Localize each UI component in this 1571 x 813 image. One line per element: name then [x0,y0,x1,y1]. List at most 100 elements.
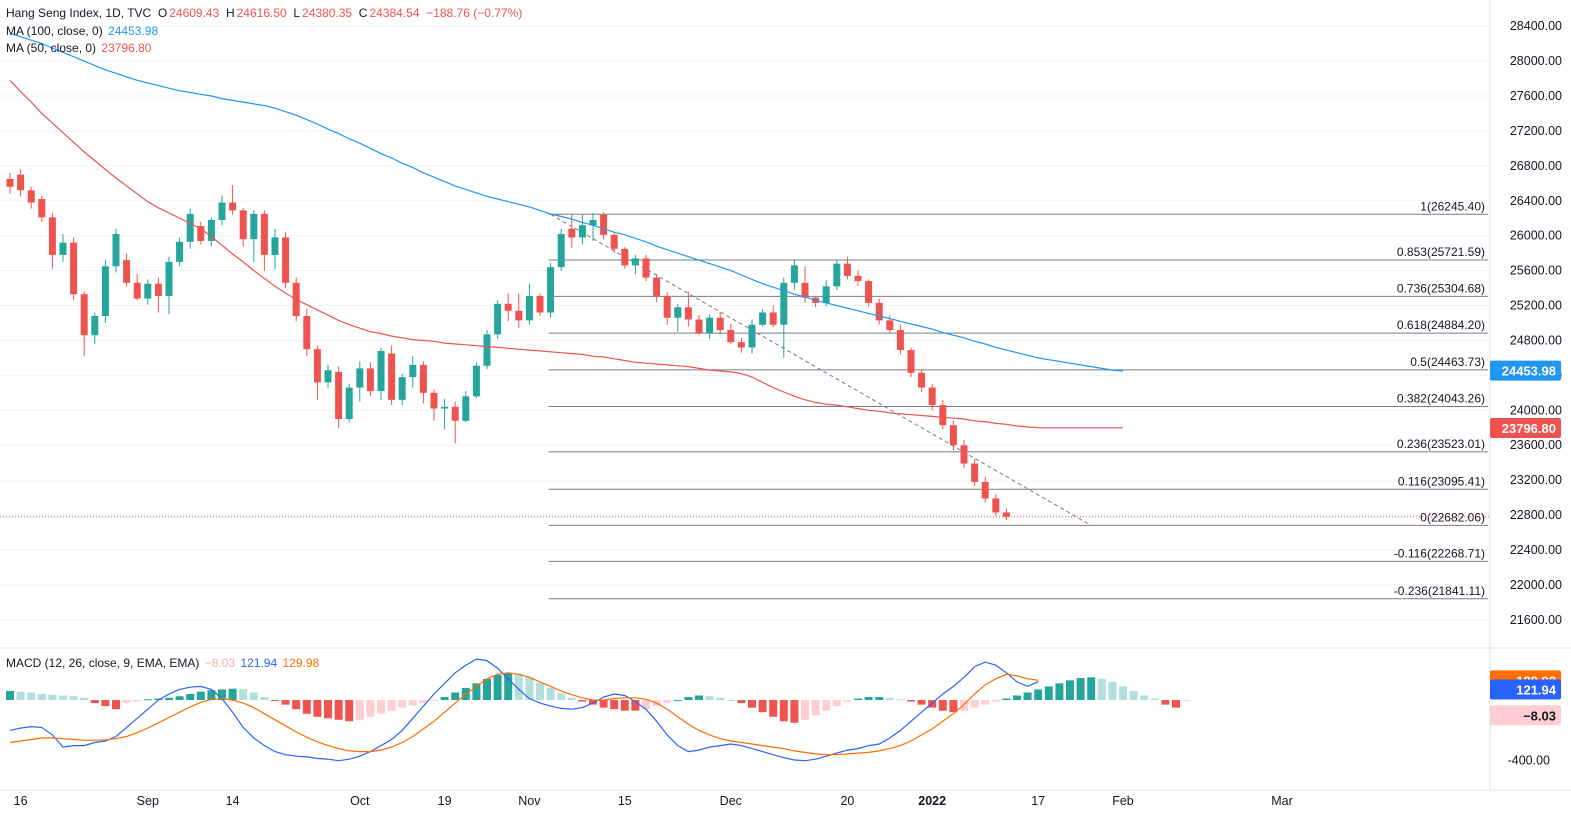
candle-body [737,342,745,348]
macd-histogram-bar [567,697,576,701]
price-tick-label: 25200.00 [1510,299,1562,313]
time-tick-label: 20 [840,794,854,808]
candle-body [663,295,671,318]
candle-body [282,237,290,283]
macd-histogram-bar [493,675,502,701]
candle-body [356,368,364,388]
fib-level-label: 0.853(25721.59) [1397,245,1485,259]
macd-histogram-bar [663,700,672,704]
macd-histogram-bar [207,690,216,701]
time-tick-label: 19 [438,794,452,808]
ma50-value: 23796.80 [101,41,152,55]
macd-histogram-bar [822,700,831,711]
macd-histogram-bar [133,700,142,702]
candle-body [1002,512,1010,517]
macd-line [9,658,1039,762]
candle-body [981,481,989,499]
candle-body [239,210,247,240]
macd-histogram-bar [525,677,534,701]
candle-body [918,372,926,388]
macd-line-badge-bg [1490,679,1561,700]
price-tick-label: 23600.00 [1510,438,1562,452]
candle-body [462,396,470,421]
macd-histogram-bar [769,700,778,717]
fib-level-label: 0.5(24463.73) [1410,355,1485,369]
time-tick-label: Sep [137,794,159,808]
time-tick-label: Feb [1112,794,1134,808]
fib-level-label: 0(22682.06) [1420,510,1485,524]
candle-body [27,190,35,203]
candle-body [684,307,692,320]
price-tick-label: 26400.00 [1510,194,1562,208]
ma50-price-badge-bg [1490,418,1561,439]
macd-histogram-bar [1097,678,1106,701]
fib-level-label: 0.618(24884.20) [1397,318,1485,332]
macd-histogram-bar [16,691,25,701]
candle-body [706,317,714,334]
candle-body [504,303,512,311]
fib-level-label: -0.116(22268.71) [1394,546,1485,560]
open-label: O [157,6,168,20]
macd-histogram-bar [589,700,597,705]
fib-level-label: 1(26245.40) [1420,199,1485,213]
macd-histogram-bar [885,697,894,701]
candle-body [123,260,131,283]
fibonacci-retracement[interactable]: 1(26245.40) 0.853(25721.59) 0.736(25304.68… [548,199,1488,600]
candle-body [896,329,904,351]
candle-body [589,219,597,226]
macd-histogram-bar [779,700,788,722]
candle-body [38,199,46,218]
macd-line-value: 121.94 [240,656,278,670]
candle-body [229,202,237,211]
macd-histogram-bar [387,700,396,711]
candle-body [313,349,321,383]
candle-body [154,283,162,296]
macd-histogram-bar [504,672,513,701]
macd-histogram-bar [1161,700,1170,705]
fib-level-label: -0.236(21841.11) [1394,584,1485,598]
candle-body [48,217,56,255]
macd-histogram-bar [673,700,682,702]
macd-histogram-bar [1002,698,1011,701]
candle-body [483,334,491,366]
close-label: C [358,6,368,20]
candle-body [80,294,88,336]
candle-body [790,265,798,283]
macd-line-badge: 121.94 [1516,683,1557,698]
candle-body [621,248,629,266]
candle-body [674,307,682,318]
macd-histogram-bar [1182,700,1191,702]
candle-body [536,295,544,313]
ma100-legend[interactable]: MA (100, close, 0) 24453.98 [6,24,158,38]
candle-body [91,316,99,336]
macd-histogram-bar [642,700,650,710]
macd-histogram-bar [599,700,608,708]
macd-histogram-bar [483,678,491,701]
macd-histogram-bar [355,700,364,720]
candle-body [547,267,555,313]
time-tick-label: 15 [618,794,632,808]
fib-trend-line [550,213,1092,526]
macd-histogram-bar [907,700,915,702]
candle-body [419,364,427,393]
macd-histogram-bar [864,697,873,701]
macd-histogram-bar [302,700,311,714]
macd-histogram-bar [69,696,78,701]
candle-body [610,234,618,249]
macd-legend[interactable]: MACD (12, 26, close, 9, EMA, EMA) −8.03 … [6,656,319,670]
candle-body [949,425,957,446]
candle-body [430,392,438,409]
macd-histogram-bar [1055,683,1064,701]
candle-body [960,445,968,464]
macd-histogram-bar [790,700,799,723]
candle-body [388,353,396,400]
macd-histogram-bar [175,696,184,701]
macd-histogram-bar [27,692,36,701]
macd-histogram-bar [811,700,820,716]
macd-histogram-bar [1076,678,1085,701]
ma100-line [9,32,1124,372]
macd-histogram-bar [196,691,205,701]
macd-histogram-bar [1023,692,1032,701]
ma50-legend[interactable]: MA (50, close, 0) 23796.80 [6,41,151,55]
